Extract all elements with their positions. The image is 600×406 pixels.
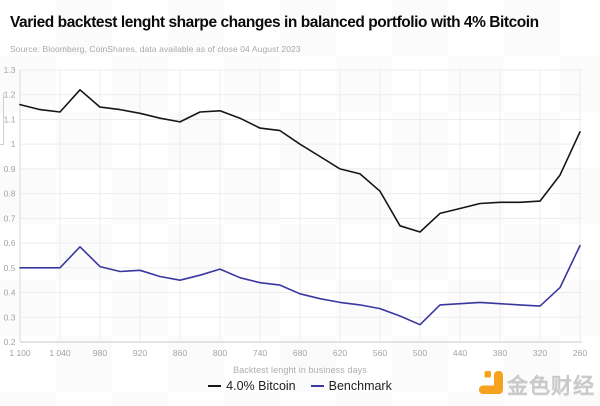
x-tick-label: 860: [173, 348, 187, 358]
y-tick-label: 1.3: [4, 65, 16, 75]
x-tick-label: 920: [133, 348, 147, 358]
legend-label: 4.0% Bitcoin: [226, 379, 296, 393]
y-tick-label: 1.2: [4, 90, 16, 100]
chart-title: Varied backtest lenght sharpe changes in…: [10, 14, 539, 31]
x-tick-label: 320: [533, 348, 547, 358]
y-tick-label: 0.5: [4, 263, 16, 273]
legend-swatch: [310, 385, 324, 387]
y-tick-label: 0.8: [4, 189, 16, 199]
y-tick-label: 0.4: [4, 288, 16, 298]
y-tick-label: 0.2: [4, 337, 16, 347]
y-tick-label: 0.9: [4, 164, 16, 174]
legend-item: 4.0% Bitcoin: [208, 379, 296, 393]
series-line-benchmark: [19, 244, 581, 326]
y-tick-label: 0.6: [4, 238, 16, 248]
series-line-4-0-bitcoin: [19, 89, 581, 233]
left-edge-artifact: [0, 93, 4, 145]
legend-label: Benchmark: [328, 379, 392, 393]
x-tick-label: 680: [293, 348, 307, 358]
x-tick-label: 740: [253, 348, 267, 358]
x-tick-label: 1 100: [9, 348, 31, 358]
jinse-logo-icon: [479, 371, 503, 394]
chart-source-note: Source: Bloomberg, CoinShares, data avai…: [10, 44, 301, 54]
x-tick-label: 1 040: [49, 348, 71, 358]
jinse-logo-text: 金色财经: [507, 375, 595, 398]
y-tick-label: 0.7: [4, 213, 16, 223]
x-axis-title: Backtest lenght in business days: [233, 365, 367, 375]
y-tick-label: 0.3: [4, 312, 16, 322]
x-tick-label: 500: [413, 348, 427, 358]
y-tick-label: 1: [11, 139, 16, 149]
x-tick-label: 980: [93, 348, 107, 358]
x-tick-label: 260: [573, 348, 587, 358]
x-tick-label: 800: [213, 348, 227, 358]
legend-item: Benchmark: [310, 379, 392, 393]
chart-legend: 4.0% Bitcoin Benchmark: [0, 378, 600, 394]
jinse-finance-logo: 金色财经: [479, 369, 595, 401]
x-tick-label: 560: [373, 348, 387, 358]
x-tick-label: 440: [453, 348, 467, 358]
legend-swatch: [208, 385, 222, 387]
x-tick-label: 620: [333, 348, 347, 358]
y-tick-label: 1.1: [4, 114, 16, 124]
x-tick-label: 380: [493, 348, 507, 358]
